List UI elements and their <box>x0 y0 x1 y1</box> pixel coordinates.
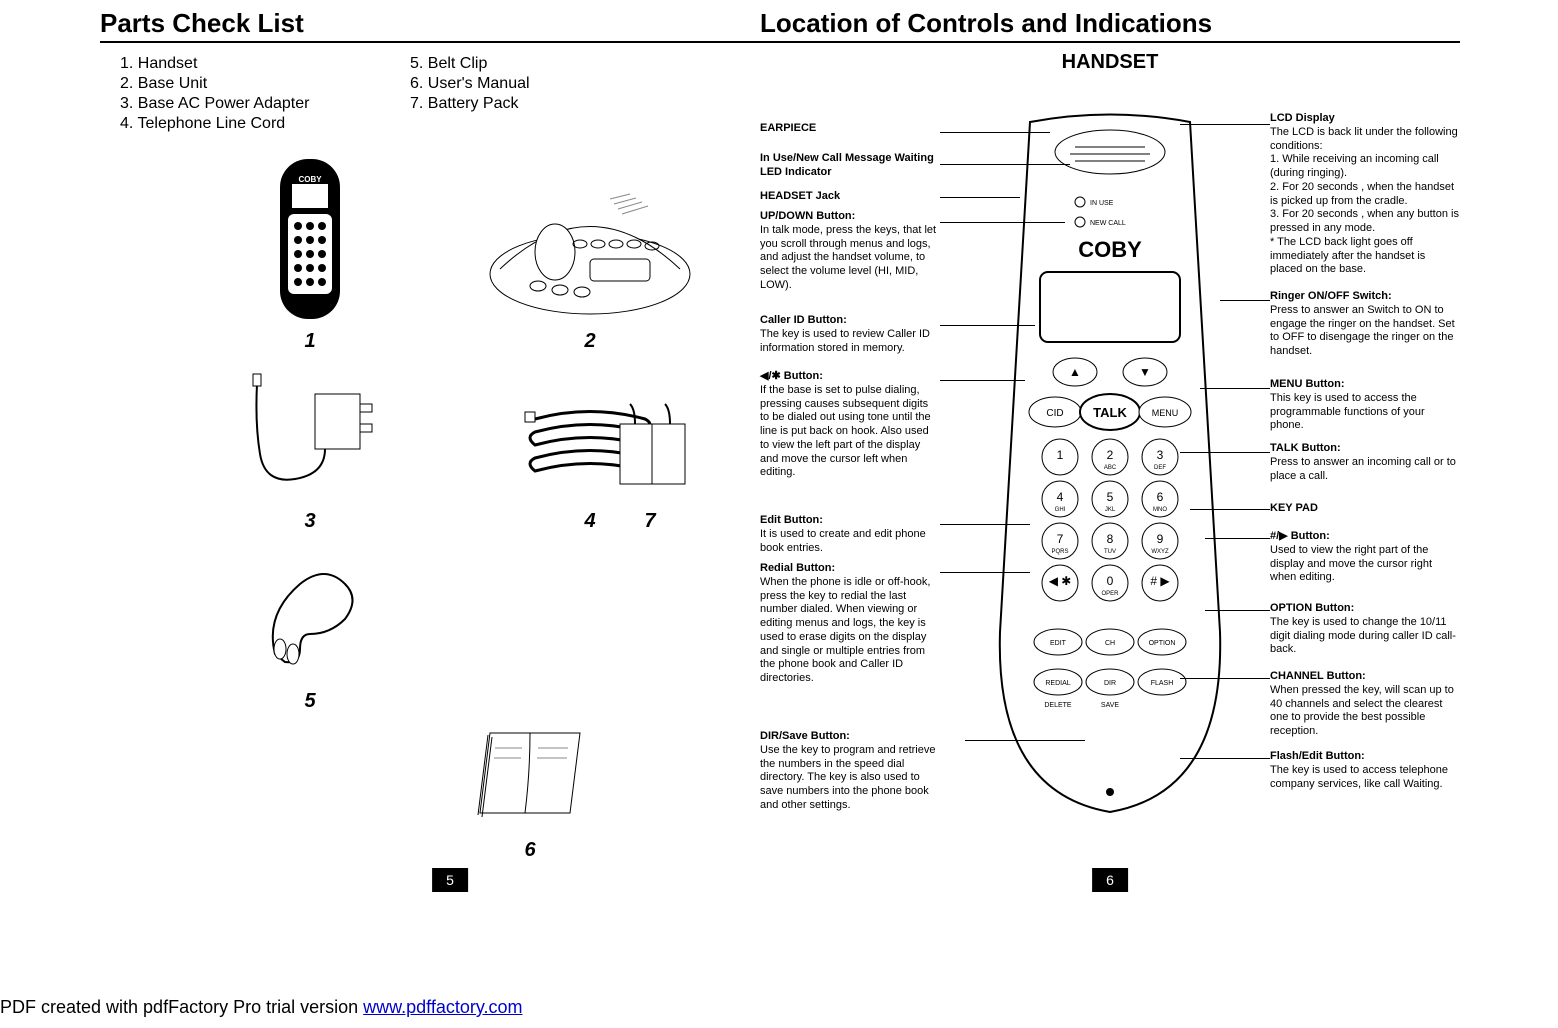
svg-text:OPTION: OPTION <box>1149 640 1176 647</box>
part-cell-3: 3 <box>170 353 450 533</box>
svg-text:9: 9 <box>1157 532 1164 546</box>
svg-text:▼: ▼ <box>1139 365 1151 379</box>
footer-prefix: PDF created with pdfFactory Pro trial ve… <box>0 997 363 1017</box>
part-cell-1: COBY 1 <box>170 143 450 353</box>
part-item: 5. Belt Clip <box>410 55 700 73</box>
callout: MENU Button:This key is used to access t… <box>1270 378 1460 433</box>
part-cell-6: 6 <box>390 713 670 862</box>
callout: LCD DisplayThe LCD is back lit under the… <box>1270 112 1460 277</box>
svg-text:CID: CID <box>1046 408 1063 419</box>
callout: TALK Button:Press to answer an incoming … <box>1270 442 1460 483</box>
part-cell-2: 2 <box>450 143 730 353</box>
part-number: 2 <box>584 330 595 353</box>
callout: Caller ID Button:The key is used to revi… <box>760 314 940 355</box>
page-number-right: 6 <box>1092 868 1128 892</box>
battery-icon <box>595 394 705 504</box>
footer-note: PDF created with pdfFactory Pro trial ve… <box>0 997 523 1018</box>
handset-icon: COBY <box>260 154 360 324</box>
callout: UP/DOWN Button:In talk mode, press the k… <box>760 210 940 293</box>
adapter-icon <box>235 364 385 504</box>
handset-diagram: IN USE NEW CALL COBY ▲ ▼ CID TALK MENU 1… <box>970 112 1250 832</box>
parts-col-1: 1. Handset 2. Base Unit 3. Base AC Power… <box>120 53 410 135</box>
svg-text:TALK: TALK <box>1093 405 1127 420</box>
svg-text:7: 7 <box>1057 532 1064 546</box>
part-item: 4. Telephone Line Cord <box>120 115 410 133</box>
parts-grid: COBY 1 2 <box>100 143 800 862</box>
part-number: 3 <box>304 510 315 533</box>
svg-text:4: 4 <box>1057 490 1064 504</box>
svg-text:FLASH: FLASH <box>1151 680 1174 687</box>
callout: ◀/✱ Button:If the base is set to pulse d… <box>760 370 940 480</box>
svg-text:OPER: OPER <box>1101 591 1119 597</box>
part-number: 1 <box>304 330 315 353</box>
callout: Edit Button:It is used to create and edi… <box>760 514 940 555</box>
svg-text:CH: CH <box>1105 640 1115 647</box>
footer-link[interactable]: www.pdffactory.com <box>363 997 522 1017</box>
svg-text:REDIAL: REDIAL <box>1045 680 1070 687</box>
callout: KEY PAD <box>1270 502 1460 516</box>
parts-col-2: 5. Belt Clip 6. User's Manual 7. Battery… <box>410 53 700 135</box>
svg-text:5: 5 <box>1107 490 1114 504</box>
handset-subtitle: HANDSET <box>760 51 1460 74</box>
part-number: 5 <box>304 690 315 713</box>
callout: OPTION Button:The key is used to change … <box>1270 602 1460 657</box>
svg-text:SAVE: SAVE <box>1101 702 1119 709</box>
svg-text:JKL: JKL <box>1105 507 1116 513</box>
belt-clip-icon <box>245 554 375 684</box>
svg-text:2: 2 <box>1107 448 1114 462</box>
svg-text:▲: ▲ <box>1069 365 1081 379</box>
svg-text:1: 1 <box>1057 448 1064 462</box>
svg-text:DIR: DIR <box>1104 680 1116 687</box>
svg-text:WXYZ: WXYZ <box>1151 549 1169 555</box>
svg-text:TUV: TUV <box>1104 549 1116 555</box>
svg-text:# ▶: # ▶ <box>1150 574 1170 588</box>
svg-text:COBY: COBY <box>298 175 322 184</box>
callout: Redial Button:When the phone is idle or … <box>760 562 940 686</box>
svg-text:3: 3 <box>1157 448 1164 462</box>
parts-title: Parts Check List <box>100 8 800 43</box>
svg-text:EDIT: EDIT <box>1050 640 1067 647</box>
parts-list: 1. Handset 2. Base Unit 3. Base AC Power… <box>120 53 800 135</box>
part-item: 7. Battery Pack <box>410 95 700 113</box>
base-unit-icon <box>480 174 700 324</box>
callout: Flash/Edit Button:The key is used to acc… <box>1270 750 1460 791</box>
svg-text:NEW CALL: NEW CALL <box>1090 220 1126 227</box>
svg-text:MENU: MENU <box>1152 408 1179 418</box>
svg-text:0: 0 <box>1107 574 1114 588</box>
page-left: Parts Check List 1. Handset 2. Base Unit… <box>100 0 800 900</box>
svg-text:6: 6 <box>1157 490 1164 504</box>
svg-text:ABC: ABC <box>1104 465 1117 471</box>
callout: #/▶ Button:Used to view the right part o… <box>1270 530 1460 585</box>
part-number: 6 <box>524 839 535 862</box>
callout: CHANNEL Button:When pressed the key, wil… <box>1270 670 1460 739</box>
svg-text:DEF: DEF <box>1154 465 1166 471</box>
callout: Ringer ON/OFF Switch:Press to answer an … <box>1270 290 1460 359</box>
manual-icon <box>460 713 600 833</box>
svg-text:PQRS: PQRS <box>1051 549 1068 555</box>
page-right: Location of Controls and Indications HAN… <box>760 0 1460 900</box>
callout: HEADSET Jack <box>760 190 940 204</box>
callout: In Use/New Call Message Waiting LED Indi… <box>760 152 940 180</box>
part-number: 7 <box>644 510 655 533</box>
svg-text:COBY: COBY <box>1078 237 1142 262</box>
svg-text:MNO: MNO <box>1153 507 1167 513</box>
callout: EARPIECE <box>760 122 940 136</box>
svg-text:DELETE: DELETE <box>1044 702 1072 709</box>
svg-text:◀ ✱: ◀ ✱ <box>1049 574 1072 588</box>
svg-text:IN USE: IN USE <box>1090 200 1114 207</box>
svg-text:8: 8 <box>1107 532 1114 546</box>
part-item: 2. Base Unit <box>120 75 410 93</box>
page-number-left: 5 <box>432 868 468 892</box>
controls-title: Location of Controls and Indications <box>760 8 1460 43</box>
part-item: 6. User's Manual <box>410 75 700 93</box>
svg-text:GHI: GHI <box>1055 507 1066 513</box>
callout: DIR/Save Button:Use the key to program a… <box>760 730 940 813</box>
part-item: 1. Handset <box>120 55 410 73</box>
part-cell-5: 5 <box>170 533 450 713</box>
part-cell-7: 7 <box>510 353 790 533</box>
part-item: 3. Base AC Power Adapter <box>120 95 410 113</box>
diagram-area: IN USE NEW CALL COBY ▲ ▼ CID TALK MENU 1… <box>760 82 1460 882</box>
